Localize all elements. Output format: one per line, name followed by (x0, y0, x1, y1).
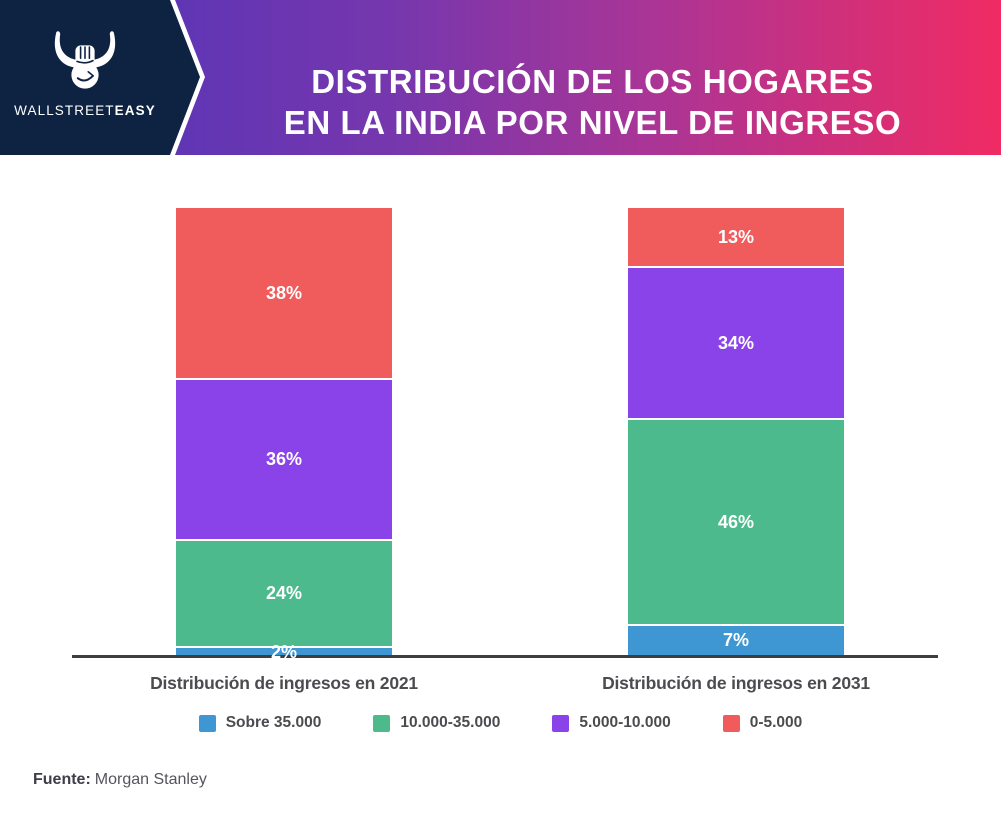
bar-segment: 13% (628, 208, 844, 267)
bar-segment-value: 24% (265, 583, 303, 604)
brand-wordmark: WALLSTREETEASY (0, 103, 170, 118)
bar-segment: 36% (176, 377, 392, 539)
bar-segment-value: 2% (270, 641, 297, 662)
legend-label: Sobre 35.000 (225, 714, 322, 731)
bar-segment-value: 13% (717, 227, 755, 248)
bar-segment-value: 38% (265, 282, 303, 303)
bar-segment: 46% (628, 418, 844, 624)
bar-segment-value: 36% (265, 449, 303, 470)
stacked-bar-2031: 13% 34% 46% 7% (628, 208, 844, 655)
legend-swatch (552, 714, 570, 732)
legend-label: 0-5.000 (749, 714, 803, 731)
bar-segment-value: 7% (722, 630, 749, 651)
source-value: Morgan Stanley (94, 771, 207, 788)
x-axis-line (72, 655, 938, 658)
category-label-2031: Distribución de ingresos en 2031 (602, 673, 870, 693)
page-title-line1: DISTRIBUCIÓN DE LOS HOGARES (311, 63, 874, 101)
bar-segment: 38% (176, 208, 392, 378)
logo-box: WALLSTREETEASY (0, 0, 200, 155)
brand-wordmark-regular: WALLSTREET (14, 103, 115, 118)
bar-segment: 34% (628, 266, 844, 419)
bar-segment-value: 34% (717, 333, 755, 354)
source-note: Fuente: Morgan Stanley (33, 771, 207, 789)
legend-swatch (198, 714, 216, 732)
stacked-bar-2021: 38% 36% 24% 2% (176, 208, 392, 661)
legend-item: 0-5.000 (722, 714, 803, 732)
legend-label: 10.000-35.000 (400, 714, 501, 731)
category-label-2021: Distribución de ingresos en 2021 (150, 673, 418, 693)
legend-item: 5.000-10.000 (552, 714, 671, 732)
source-label: Fuente: (33, 771, 91, 788)
bar-segment: 24% (176, 538, 392, 647)
bull-fist-icon (54, 31, 116, 89)
page-title: DISTRIBUCIÓN DE LOS HOGARES EN LA INDIA … (188, 61, 997, 143)
legend-label: 5.000-10.000 (579, 714, 671, 731)
legend-item: Sobre 35.000 (198, 714, 322, 732)
legend-item: 10.000-35.000 (373, 714, 500, 732)
legend-swatch (373, 714, 391, 732)
page-title-line2: EN LA INDIA POR NIVEL DE INGRESO (283, 104, 902, 142)
legend: Sobre 35.000 10.000-35.000 5.000-10.000 0-5… (0, 714, 1001, 732)
legend-swatch (722, 714, 740, 732)
bar-segment: 2% (176, 643, 392, 661)
brand-wordmark-bold: EASY (114, 103, 156, 118)
bar-segment: 7% (628, 623, 844, 655)
bar-segment-value: 46% (717, 511, 755, 532)
